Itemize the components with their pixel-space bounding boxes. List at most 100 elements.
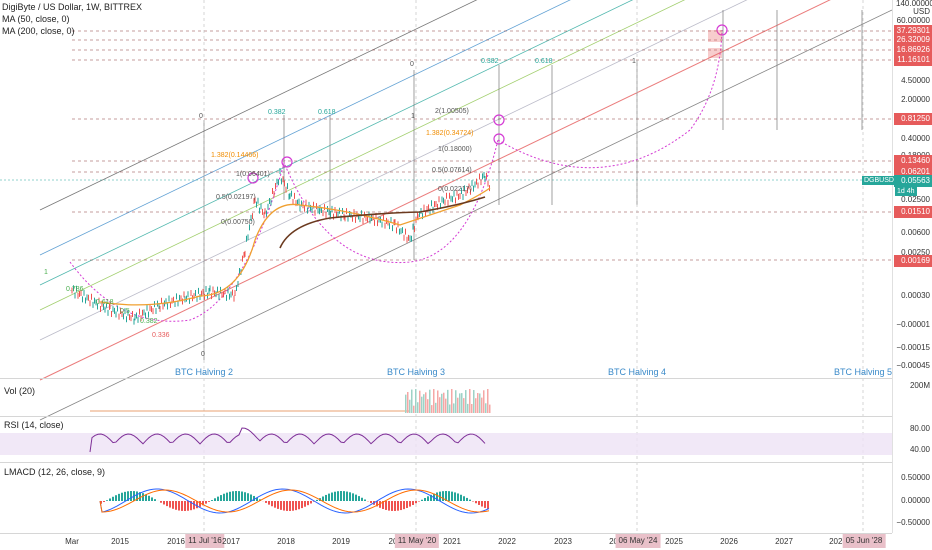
macd-histogram-bar [289,501,291,511]
price-axis-tick: 0.00030 [901,291,930,300]
fib-time-label: 0.618 [535,58,553,65]
volume-bar [417,402,419,413]
ma200-line [279,196,486,249]
target-zone [708,30,722,42]
price-axis-tick: 4.50000 [901,76,930,85]
volume-bar [427,399,429,413]
macd-histogram-bar [256,497,258,501]
fib-time-label: 0 [410,61,414,68]
fib-extension-label: 0(0.02217) [438,186,472,193]
lmacd-title[interactable]: LMACD (12, 26, close, 9) [4,467,106,477]
channel-line [39,0,571,256]
macd-histogram-bar [286,501,288,511]
macd-histogram-bar [220,495,222,501]
macd-histogram-bar [292,501,294,511]
volume-bar [459,393,461,413]
volume-series [90,389,491,413]
pivot-circle [716,24,728,36]
rsi-title[interactable]: RSI (14, close) [4,420,64,430]
channel-line [39,0,634,286]
macd-histogram-bar [109,498,111,501]
pivot-circle [247,172,259,184]
macd-histogram-bar [391,501,393,511]
ma200-legend[interactable]: MA (200, close, 0) [2,26,75,36]
lmacd-axis-tick: 0.00000 [901,496,930,505]
macd-histogram-bar [208,501,210,502]
time-axis-tick: 2015 [111,537,129,546]
rsi-axis-tick: 40.00 [909,445,930,454]
halving-label: BTC Halving 4 [607,367,667,377]
macd-histogram-bar [136,491,138,501]
volume-bar [433,389,435,413]
fib-arcs [69,24,728,322]
macd-histogram-bar [478,501,480,505]
ma50-legend[interactable]: MA (50, close, 0) [2,14,70,24]
macd-histogram-bar [205,501,207,504]
horizontal-levels [0,30,892,261]
macd-histogram-bar [334,491,336,501]
macd-histogram-bar [193,501,195,510]
volume-bar [487,389,489,413]
vol-title[interactable]: Vol (20) [4,386,36,396]
symbol-badge[interactable]: DGBUSD [862,176,896,185]
volume-bar [409,399,411,413]
macd-histogram-bar [454,492,456,501]
fib-extension-label: 0.5(0.07614) [432,167,472,174]
volume-bar [463,398,465,413]
macd-histogram-bar [241,491,243,501]
macd-histogram-bar [160,501,162,503]
macd-histogram-bar [226,492,228,501]
macd-histogram-bar [118,493,120,501]
time-axis-tick: 2017 [222,537,240,546]
macd-histogram-bar [211,500,213,501]
macd-histogram-bar [121,492,123,501]
volume-bar [425,392,427,413]
macd-histogram-bar [358,496,360,501]
halving-label: BTC Halving 5 [833,367,893,377]
time-axis-marker: 11 Jul '16 [185,534,225,548]
time-axis-tick: 2021 [443,537,461,546]
volume-bar [467,403,469,413]
time-axis-tick: 2026 [720,537,738,546]
macd-histogram-bar [100,501,102,504]
macd-histogram-bar [460,494,462,501]
macd-histogram-bar [223,493,225,501]
fib-extension-label: 1.382(0.34724) [426,130,473,137]
volume-bar [489,404,491,413]
pivot-circle [493,133,505,145]
price-tag: 0.13460 [894,155,932,167]
macd-histogram-bar [331,492,333,501]
macd-histogram-bar [469,499,471,501]
macd-histogram-bar [277,501,279,509]
volume-bar [475,398,477,413]
time-axis-tick: 2023 [554,537,572,546]
fib-extension-label: 1(0.18000) [438,146,472,153]
volume-bar [473,390,475,413]
macd-histogram-bar [106,500,108,501]
macd-histogram-bar [148,495,150,501]
fib-time-label: 0 [201,351,205,358]
macd-histogram-bar [139,492,141,501]
macd-histogram-bar [280,501,282,510]
macd-histogram-bar [238,491,240,501]
time-axis-tick: 2019 [332,537,350,546]
volume-bar [471,404,473,413]
macd-histogram-bar [244,492,246,501]
macd-series [99,488,490,514]
macd-histogram-bar [196,501,198,509]
channel-line [39,0,748,341]
regression-channels [39,0,893,421]
macd-histogram-bar [346,491,348,501]
fib-extension-label: 1.382(0.14466) [211,152,258,159]
macd-histogram-bar [199,501,201,507]
price-axis-tick: 0.00250 [901,248,930,257]
macd-histogram-bar [274,501,276,508]
macd-histogram-bar [169,501,171,508]
volume-bar [437,390,439,413]
price-axis-tick: 0.02500 [901,195,930,204]
macd-histogram-bar [448,491,450,501]
pane-separator [0,462,892,463]
volume-bar [453,403,455,413]
